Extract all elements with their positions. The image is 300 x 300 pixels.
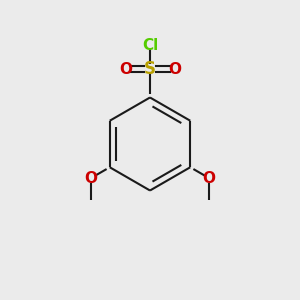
Text: O: O bbox=[168, 61, 181, 76]
Text: S: S bbox=[144, 60, 156, 78]
Text: O: O bbox=[202, 170, 215, 185]
Text: Cl: Cl bbox=[142, 38, 158, 52]
Text: O: O bbox=[119, 61, 132, 76]
Text: O: O bbox=[85, 170, 98, 185]
